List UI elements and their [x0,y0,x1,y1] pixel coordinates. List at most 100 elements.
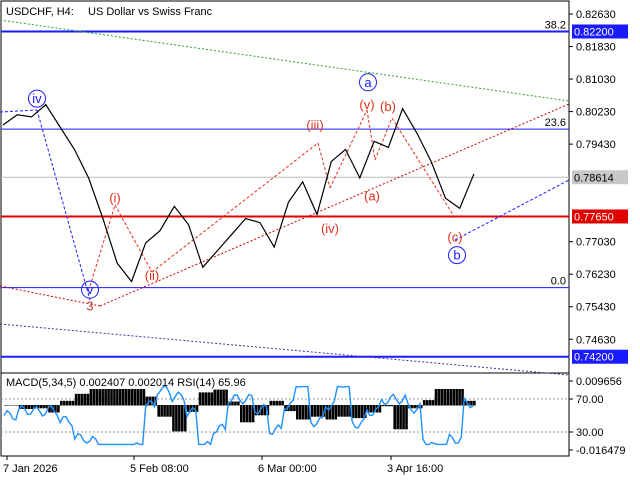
macd-bar [440,389,444,406]
macd-bar [107,389,110,406]
time-tick-label: 6 Mar 00:00 [258,463,317,475]
macd-bar [183,405,187,432]
macd-bar [266,405,270,416]
time-tick-label: 7 Jan 2026 [3,463,57,475]
macd-bar [272,400,276,406]
macd-bar [425,400,429,406]
macd-bar [142,389,146,406]
wave-label: (b) [380,99,396,114]
macd-bar [195,405,199,412]
macd-bar [257,405,261,416]
macd-bar [30,405,34,409]
macd-bar [101,389,104,406]
macd-bar [290,405,293,412]
macd-bar [104,389,107,406]
macd-bar [428,400,432,406]
macd-bar [54,405,57,413]
time-tick-label: 3 Apr 16:00 [387,463,443,475]
macd-bar [80,393,84,406]
blue-level-value: 0.74200 [574,352,614,364]
chart-title-symbol: USDCHF, H4: [6,6,74,18]
macd-bar [113,389,116,406]
wave-label: b [453,248,460,263]
macd-bar [216,389,219,406]
macd-bar [207,392,211,406]
macd-bar [366,405,370,413]
macd-bar [334,405,337,420]
trendlines-layer [0,19,570,376]
macd-bar [189,405,193,412]
price-tick-label: 0.82630 [576,9,616,21]
red-wave-line-5 [329,109,368,189]
blue-level-value: 0.82200 [574,26,614,38]
time-axis: 7 Jan 2026 5 Feb 08:00 6 Mar 00:00 3 Apr 16… [3,456,443,475]
wave-label: 3 [86,298,93,313]
macd-bar [169,405,172,417]
rsi-line [3,385,474,446]
macd-bar [68,400,72,406]
macd-bar [325,405,329,420]
macd-bar [452,389,455,406]
macd-bar [33,405,37,409]
macd-bar [6,405,10,406]
indicator-frame [0,372,570,457]
macd-bar [405,405,408,430]
macd-bar [363,405,367,419]
wave-label: (iii) [306,118,323,133]
macd-bar [130,389,134,406]
red-wave-line-7 [374,117,393,161]
macd-bar [210,392,214,406]
macd-bar [346,405,349,417]
macd-bar [166,405,169,417]
macd-bar [60,400,63,406]
macd-bar [360,405,364,419]
time-tick-label: 5 Feb 08:00 [130,463,189,475]
macd-bar [340,405,343,417]
macd-bar [240,405,243,423]
macd-bar [15,405,19,406]
wave-label: (a) [364,189,380,204]
macd-bar [313,405,317,417]
macd-bar [89,389,93,406]
macd-bar [119,389,122,406]
wave-labels-layer: iv v3 (i) (ii) (iii) (iv) (v) a (a) (b) (c) b [28,73,466,313]
macd-bar [160,405,163,417]
macd-bar [301,405,305,420]
red-wave-line-2 [114,204,153,273]
macd-bar [178,405,181,432]
indicator-tick-label: -0.016479 [576,445,626,457]
macd-bar [186,405,190,412]
macd-bar [437,389,441,406]
wave-label: v [87,282,94,297]
indicator-tick-label: 0.009656 [576,376,622,388]
macd-bar [434,389,438,406]
red-channel-upper [99,103,570,307]
wave-label-circle [81,280,99,299]
macd-bar [204,392,208,406]
macd-bar [358,405,361,419]
macd-bar [63,400,66,406]
wave-label-circle [28,89,46,108]
blue-level-tag [572,349,628,364]
wave-label-circle [448,246,466,265]
main-chart-frame [0,0,570,374]
macd-bar [263,405,267,416]
macd-bar [464,400,467,406]
macd-bar [39,405,42,409]
fib-level-label: 23.6 [545,117,566,129]
macd-bar [411,405,414,409]
macd-bar [231,401,234,406]
price-tick-label: 0.76230 [576,269,616,281]
macd-bar [390,405,394,407]
price-tick-label: 0.80230 [576,107,616,119]
macd-bar [316,405,320,417]
macd-bar [310,405,314,417]
wave-label: (c) [447,229,462,244]
indicator-label: MACD(5,34,5) 0.002407 0.002014 RSI(14) 6… [6,377,246,389]
macd-bar [343,405,346,417]
macd-bar [245,405,249,423]
macd-bar [337,405,340,417]
macd-bar [449,389,453,406]
macd-bar [470,400,473,406]
macd-bar [9,405,13,406]
